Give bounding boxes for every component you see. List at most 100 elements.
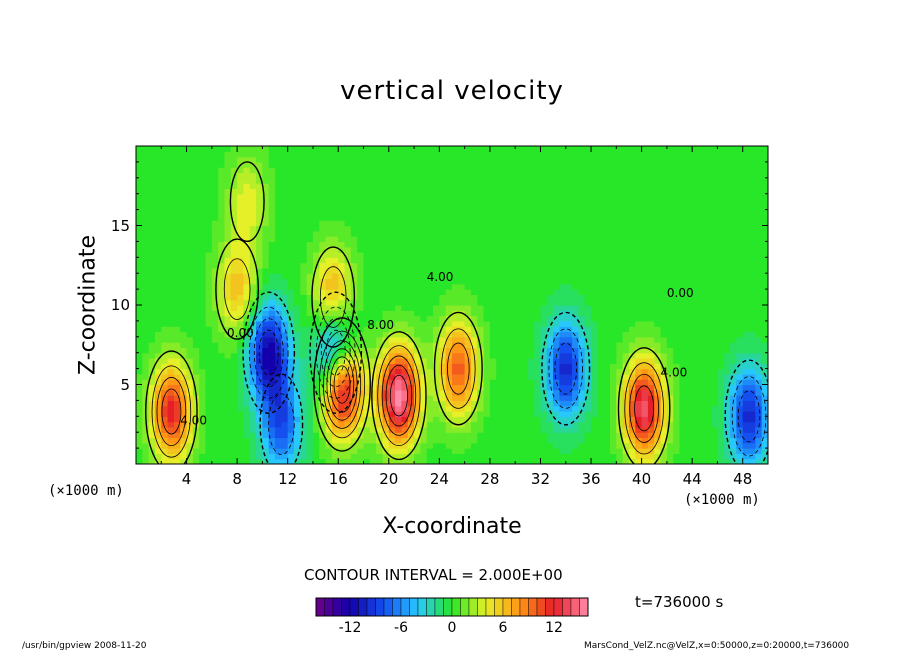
x-unit-label-right: (×1000 m) [684,492,760,508]
contour-line [313,317,371,452]
colorbar-segment [494,597,504,617]
contour-line [333,365,351,404]
colorbar-segment [443,597,453,617]
x-axis-label: X-coordinate [382,514,522,539]
contour-line [548,328,583,409]
contour-line [371,331,427,461]
colorbar-tick-label: 12 [545,620,563,636]
contour-line [215,238,260,340]
contour-line [161,388,182,435]
contour-line [145,350,198,464]
colorbar-segment [451,597,461,617]
colorbar-segment [545,597,555,617]
colorbar-segment [417,597,427,617]
contour-line [319,266,347,328]
colorbar-tick-label: 0 [447,620,457,636]
x-unit-label-left: (×1000 m) [48,483,124,499]
colorbar-segment [383,597,393,617]
x-tick-label: 24 [429,470,449,488]
colorbar-segment [375,597,385,617]
contour-line [624,362,664,455]
contour-line [325,329,346,376]
contour-line [389,374,408,417]
colorbar-frame [315,597,589,617]
contour-label: 8.00 [367,318,394,332]
x-tick-label: 40 [632,470,652,488]
colorbar-segment [570,597,580,617]
contour-line [156,377,187,447]
contour-line [629,373,659,443]
x-tick-label: 36 [581,470,601,488]
contour-line [151,365,192,458]
colorbar-tick-label: -12 [338,620,362,636]
chart-title: vertical velocity [340,76,564,106]
contour-line [229,161,265,243]
axis-ticks [136,145,769,464]
contour-line [242,291,296,414]
footer-right: MarsCond_VelZ.nc@VelZ,x=0:50000,z=0:2000… [584,641,850,651]
contour-line [309,291,363,414]
colorbar-segment [392,597,402,617]
contour-label: 4.00 [427,270,454,284]
contour-line [737,390,761,443]
colorbar-tick-label: 6 [498,620,508,636]
colorbar-segment [358,597,368,617]
contour-line [248,306,289,399]
colorbar-segment [409,597,419,617]
colorbar-segment [349,597,359,617]
colorbar-segment [511,597,521,617]
contour-line [447,342,470,395]
colorbar-segment [562,597,572,617]
x-tick-label: 16 [328,470,348,488]
contour-line [433,311,483,426]
colorbar-segment [332,597,342,617]
colorbar-tick-label: -6 [394,620,408,636]
colorbar-segment [468,597,478,617]
x-tick-label: 12 [278,470,298,488]
contour-line [554,342,578,395]
colorbar-segment [502,597,512,617]
y-tick-label: 5 [120,375,130,394]
colorbar [315,597,589,617]
contour-line [329,356,355,413]
contour-interval-label: CONTOUR INTERVAL = 2.000E+00 [304,566,563,584]
x-tick-label: 28 [480,470,500,488]
x-tick-label: 4 [181,470,192,488]
contour-line [318,330,366,439]
colorbar-segment [579,597,589,617]
contour-label: 0.00 [227,326,254,340]
x-tick-label: 8 [232,470,242,488]
contour-line [617,347,671,464]
colorbar-segment [519,597,529,617]
x-tick-label: 32 [530,470,551,488]
contour-labels: 4.00 4.00 4.00 0.00 0.00 8.00 [180,270,693,427]
colorbar-segment [536,597,546,617]
contour-label: 0.00 [667,286,694,300]
colorbar-segment [324,597,334,617]
colorbar-segment [341,597,351,617]
colorbar-segment [426,597,436,617]
contour-line [323,340,362,429]
plot-area [136,146,768,464]
colorbar-segment [460,597,470,617]
contour-line [320,318,351,388]
contour-line [223,258,251,320]
contour-line [634,385,655,432]
colorbar-segment [553,597,563,617]
contour-line [253,318,284,388]
contour-line [258,329,279,376]
contour-line [268,393,295,456]
colorbar-segment [434,597,444,617]
colorbar-segment [528,597,538,617]
contour-line [311,246,356,348]
contour-line [381,355,417,436]
contour-label: 4.00 [180,413,207,427]
contour-line [259,373,304,464]
contour-line [541,311,591,426]
colorbar-segment [477,597,487,617]
time-label: t=736000 s [635,593,724,611]
x-tick-label: 20 [379,470,399,488]
x-tick-label: 48 [733,470,753,488]
contour-line [377,345,421,447]
contour-label: 4.00 [661,366,688,380]
